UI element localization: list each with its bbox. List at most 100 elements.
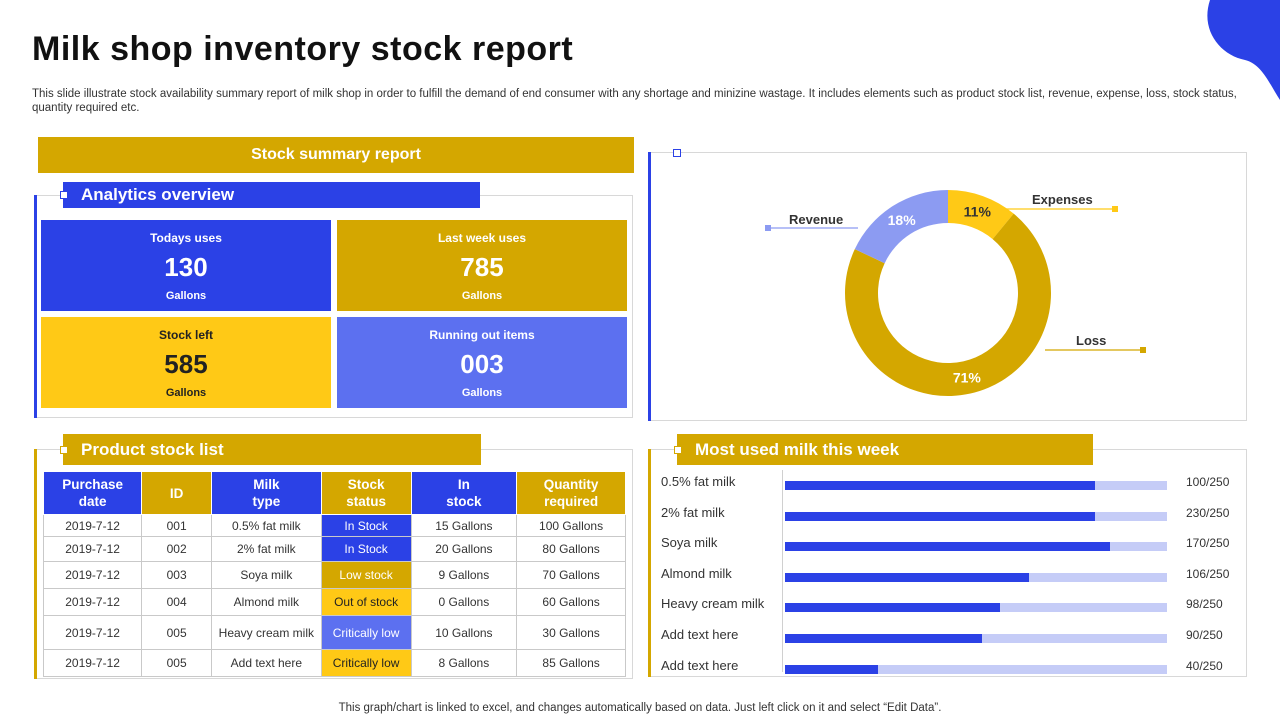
donut-category-label: Loss: [1076, 333, 1106, 348]
kpi-unit: Gallons: [165, 387, 207, 399]
bar-chart-axis: [782, 470, 783, 672]
cell-id: 005: [141, 615, 213, 650]
cell-required: 30 Gallons: [516, 615, 626, 650]
kpi-unit: Gallons: [165, 290, 207, 302]
donut-category-label: Revenue: [789, 212, 843, 227]
kpi-label: Running out items: [429, 328, 535, 342]
bar-value-label: 40/250: [1186, 658, 1223, 673]
cell-date: 2019-7-12: [42, 615, 143, 650]
donut-panel-marker: [673, 149, 681, 157]
cell-id: 002: [141, 536, 213, 562]
bar-category-label: Almond milk: [661, 565, 732, 581]
kpi-last-week-uses: Last week uses 785 Gallons: [337, 220, 627, 311]
col-milk-type: Milk type: [211, 471, 322, 515]
stock-table: Purchase date ID Milk type Stock status In s…: [42, 471, 626, 677]
cell-id: 001: [141, 514, 213, 537]
col-quantity-required: Quantity required: [516, 471, 626, 515]
bar-fill: [785, 634, 983, 643]
donut-value-label: 11%: [964, 204, 992, 220]
col-stock-status: Stock status: [320, 471, 412, 515]
kpi-todays-uses: Todays uses 130 Gallons: [41, 220, 331, 311]
bar-track: [785, 603, 1167, 613]
bar-value-label: 106/250: [1186, 566, 1230, 581]
cell-required: 70 Gallons: [516, 561, 626, 589]
cell-date: 2019-7-12: [42, 514, 143, 537]
bar-fill: [785, 542, 1111, 552]
most-used-accent: [648, 449, 651, 677]
cell-date: 2019-7-12: [42, 561, 143, 589]
cell-id: 003: [141, 561, 213, 589]
page-title: Milk shop inventory stock report: [32, 30, 574, 68]
cell-type: Soya milk: [211, 561, 322, 589]
kpi-label: Todays uses: [150, 231, 222, 245]
cell-required: 100 Gallons: [516, 514, 626, 537]
cell-status: Critically low: [320, 615, 412, 650]
most-used-title-marker: [674, 446, 682, 454]
bar-track: [785, 511, 1167, 521]
bar-track: [785, 572, 1167, 582]
bar-track: [785, 542, 1167, 552]
table-row: 2019-7-12 005 Heavy cream milk Criticall…: [42, 615, 626, 650]
cell-in-stock: 10 Gallons: [410, 615, 518, 650]
bar-value-label: 98/250: [1186, 597, 1223, 612]
bar-track: [785, 634, 1167, 643]
table-row: 2019-7-12 002 2% fat milk In Stock 20 Ga…: [42, 536, 626, 562]
col-purchase-date: Purchase date: [42, 471, 143, 515]
bar-value-label: 230/250: [1186, 505, 1230, 520]
cell-id: 004: [141, 588, 213, 616]
cell-required: 60 Gallons: [516, 588, 626, 616]
table-header-row: Purchase date ID Milk type Stock status In s…: [42, 471, 626, 515]
cell-status: In Stock: [320, 514, 412, 537]
cell-type: Add text here: [211, 649, 322, 677]
stock-list-accent: [34, 449, 37, 679]
analytics-title: Analytics overview: [63, 182, 480, 208]
cell-type: Heavy cream milk: [211, 615, 322, 650]
donut-slice-revenue: [854, 190, 948, 264]
bar-category-label: Add text here: [661, 627, 739, 642]
stock-list-title: Product stock list: [63, 434, 481, 465]
cell-date: 2019-7-12: [42, 588, 143, 616]
bar-category-label: Soya milk: [661, 535, 718, 551]
bar-fill: [785, 572, 1030, 582]
bar-category-label: 0.5% fat milk: [661, 474, 736, 489]
cell-required: 85 Gallons: [516, 649, 626, 677]
bar-category-label: Heavy cream milk: [661, 596, 765, 612]
kpi-stock-left: Stock left 585 Gallons: [41, 317, 331, 408]
cell-required: 80 Gallons: [516, 536, 626, 562]
kpi-running-out-items: Running out items 003 Gallons: [337, 317, 627, 408]
cell-in-stock: 15 Gallons: [410, 514, 518, 537]
table-row: 2019-7-12 001 0.5% fat milk In Stock 15 …: [42, 514, 626, 537]
cell-type: 0.5% fat milk: [211, 514, 322, 537]
cell-status: Low stock: [320, 561, 412, 589]
bar-fill: [785, 664, 879, 674]
kpi-value: 003: [460, 349, 504, 379]
stock-summary-header: Stock summary report: [38, 137, 634, 173]
col-id: ID: [141, 471, 213, 515]
cell-type: 2% fat milk: [211, 536, 322, 562]
bar-value-label: 90/250: [1186, 628, 1223, 642]
kpi-unit: Gallons: [461, 290, 503, 302]
bar-track: [785, 481, 1167, 490]
kpi-value: 585: [164, 349, 208, 379]
cell-in-stock: 0 Gallons: [410, 588, 518, 616]
donut-slice-expenses: [948, 190, 1014, 240]
donut-value-label: 18%: [888, 212, 917, 228]
donut-category-label: Expenses: [1032, 192, 1093, 207]
table-row: 2019-7-12 005 Add text here Critically l…: [42, 649, 626, 677]
bar-value-label: 100/250: [1186, 475, 1230, 489]
bar-track: [785, 664, 1167, 674]
cell-date: 2019-7-12: [42, 649, 143, 677]
donut-slice-loss: [845, 213, 1051, 396]
bar-fill: [785, 603, 1001, 613]
donut-value-label: 71%: [953, 369, 982, 385]
cell-in-stock: 8 Gallons: [410, 649, 518, 677]
stock-list-title-marker: [60, 446, 68, 454]
donut-leader-dot: [1112, 206, 1118, 212]
most-used-title: Most used milk this week: [677, 434, 1093, 465]
cell-status: In Stock: [320, 536, 412, 562]
bar-category-label: Add text here: [661, 657, 739, 673]
cell-status: Critically low: [320, 649, 412, 677]
cell-in-stock: 9 Gallons: [410, 561, 518, 589]
analytics-accent: [34, 195, 37, 418]
